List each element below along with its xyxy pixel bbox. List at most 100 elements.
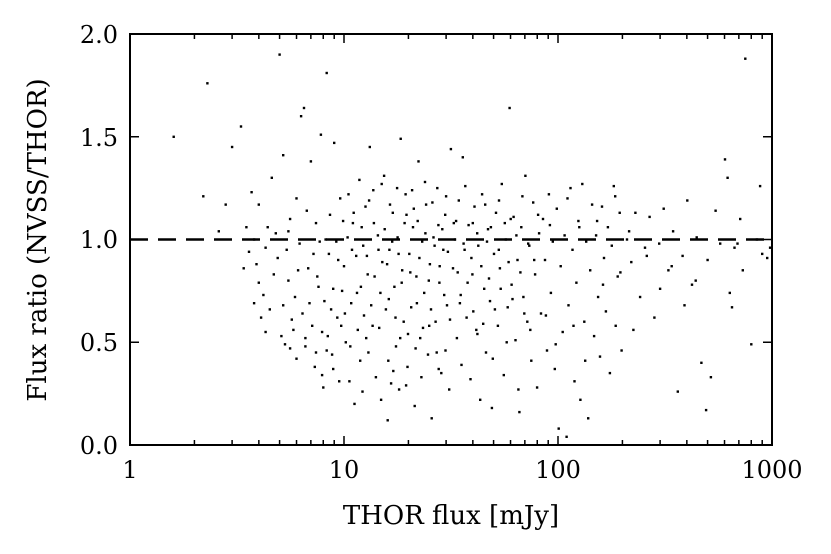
data-point bbox=[585, 240, 588, 243]
data-point bbox=[206, 82, 209, 85]
data-point bbox=[440, 371, 443, 375]
data-point bbox=[479, 398, 482, 401]
data-point bbox=[508, 106, 511, 110]
data-point bbox=[460, 363, 463, 367]
data-point bbox=[317, 285, 320, 288]
data-point bbox=[491, 357, 494, 360]
y-tick-label-1.5: 1.5 bbox=[80, 124, 118, 152]
data-point bbox=[365, 336, 368, 340]
data-point bbox=[587, 417, 590, 420]
data-point bbox=[293, 295, 297, 299]
data-point bbox=[485, 240, 489, 243]
data-point bbox=[367, 351, 370, 354]
data-point bbox=[502, 373, 505, 377]
data-point bbox=[497, 248, 500, 251]
data-point bbox=[581, 182, 584, 186]
data-point bbox=[282, 154, 285, 157]
data-point bbox=[438, 265, 441, 268]
data-point bbox=[470, 256, 473, 260]
data-point bbox=[377, 248, 380, 251]
data-point bbox=[619, 271, 622, 274]
data-point bbox=[532, 201, 535, 204]
data-point bbox=[327, 252, 331, 256]
data-point bbox=[456, 271, 459, 274]
data-point bbox=[645, 254, 648, 258]
data-point bbox=[264, 330, 267, 334]
data-point bbox=[307, 267, 310, 270]
data-point bbox=[454, 219, 458, 223]
data-point bbox=[681, 254, 684, 258]
data-point bbox=[728, 291, 731, 295]
data-point bbox=[380, 182, 383, 186]
data-point bbox=[362, 244, 365, 247]
data-point bbox=[355, 291, 359, 295]
data-point bbox=[557, 427, 560, 430]
data-point bbox=[339, 197, 342, 200]
data-point bbox=[428, 324, 431, 327]
data-point bbox=[320, 373, 324, 377]
data-point bbox=[602, 256, 606, 260]
data-point bbox=[444, 349, 447, 352]
data-point bbox=[658, 287, 662, 290]
data-point bbox=[493, 308, 497, 311]
data-point bbox=[359, 359, 362, 362]
data-point bbox=[620, 349, 623, 352]
data-point bbox=[374, 376, 378, 379]
data-point bbox=[337, 258, 340, 262]
data-point bbox=[601, 283, 605, 286]
data-point bbox=[410, 189, 414, 192]
data-point bbox=[404, 193, 407, 196]
data-point bbox=[304, 336, 307, 340]
data-point bbox=[445, 304, 449, 307]
data-point bbox=[463, 248, 466, 251]
data-point bbox=[625, 238, 629, 241]
data-point bbox=[259, 316, 263, 319]
data-point bbox=[292, 328, 295, 332]
data-point bbox=[744, 57, 747, 60]
data-point bbox=[325, 349, 328, 352]
data-point bbox=[257, 281, 260, 284]
data-point bbox=[336, 316, 339, 319]
data-point bbox=[438, 281, 441, 284]
data-point bbox=[594, 234, 598, 237]
data-point bbox=[366, 273, 369, 276]
data-point bbox=[410, 306, 413, 309]
data-point bbox=[461, 156, 464, 159]
data-point bbox=[373, 275, 376, 278]
data-point bbox=[408, 252, 411, 256]
data-point bbox=[496, 324, 500, 327]
data-point bbox=[379, 291, 382, 295]
data-point bbox=[371, 324, 374, 327]
data-point bbox=[347, 193, 350, 196]
data-point bbox=[287, 230, 290, 233]
data-point bbox=[272, 273, 275, 276]
y-tick-label-0.0: 0.0 bbox=[80, 432, 118, 460]
data-point bbox=[393, 285, 396, 288]
data-point bbox=[515, 234, 518, 237]
data-point bbox=[430, 417, 433, 420]
data-point bbox=[662, 207, 665, 210]
data-point bbox=[368, 145, 371, 149]
data-point bbox=[335, 240, 338, 243]
data-point bbox=[761, 252, 764, 256]
data-point bbox=[499, 287, 502, 290]
data-point bbox=[505, 341, 508, 344]
data-point bbox=[533, 258, 536, 262]
data-point bbox=[541, 217, 545, 221]
data-point bbox=[351, 221, 355, 225]
data-point bbox=[571, 248, 574, 251]
data-point bbox=[426, 353, 430, 356]
y-tick-label-1.0: 1.0 bbox=[80, 226, 118, 254]
data-point bbox=[459, 293, 462, 297]
data-point bbox=[529, 328, 532, 332]
data-point bbox=[431, 201, 434, 204]
data-point bbox=[492, 252, 496, 256]
data-point bbox=[427, 279, 430, 282]
data-point bbox=[441, 228, 444, 231]
data-point bbox=[590, 203, 594, 206]
data-point bbox=[484, 351, 488, 354]
data-point bbox=[406, 365, 409, 369]
data-point bbox=[296, 269, 300, 272]
data-point bbox=[507, 260, 510, 264]
